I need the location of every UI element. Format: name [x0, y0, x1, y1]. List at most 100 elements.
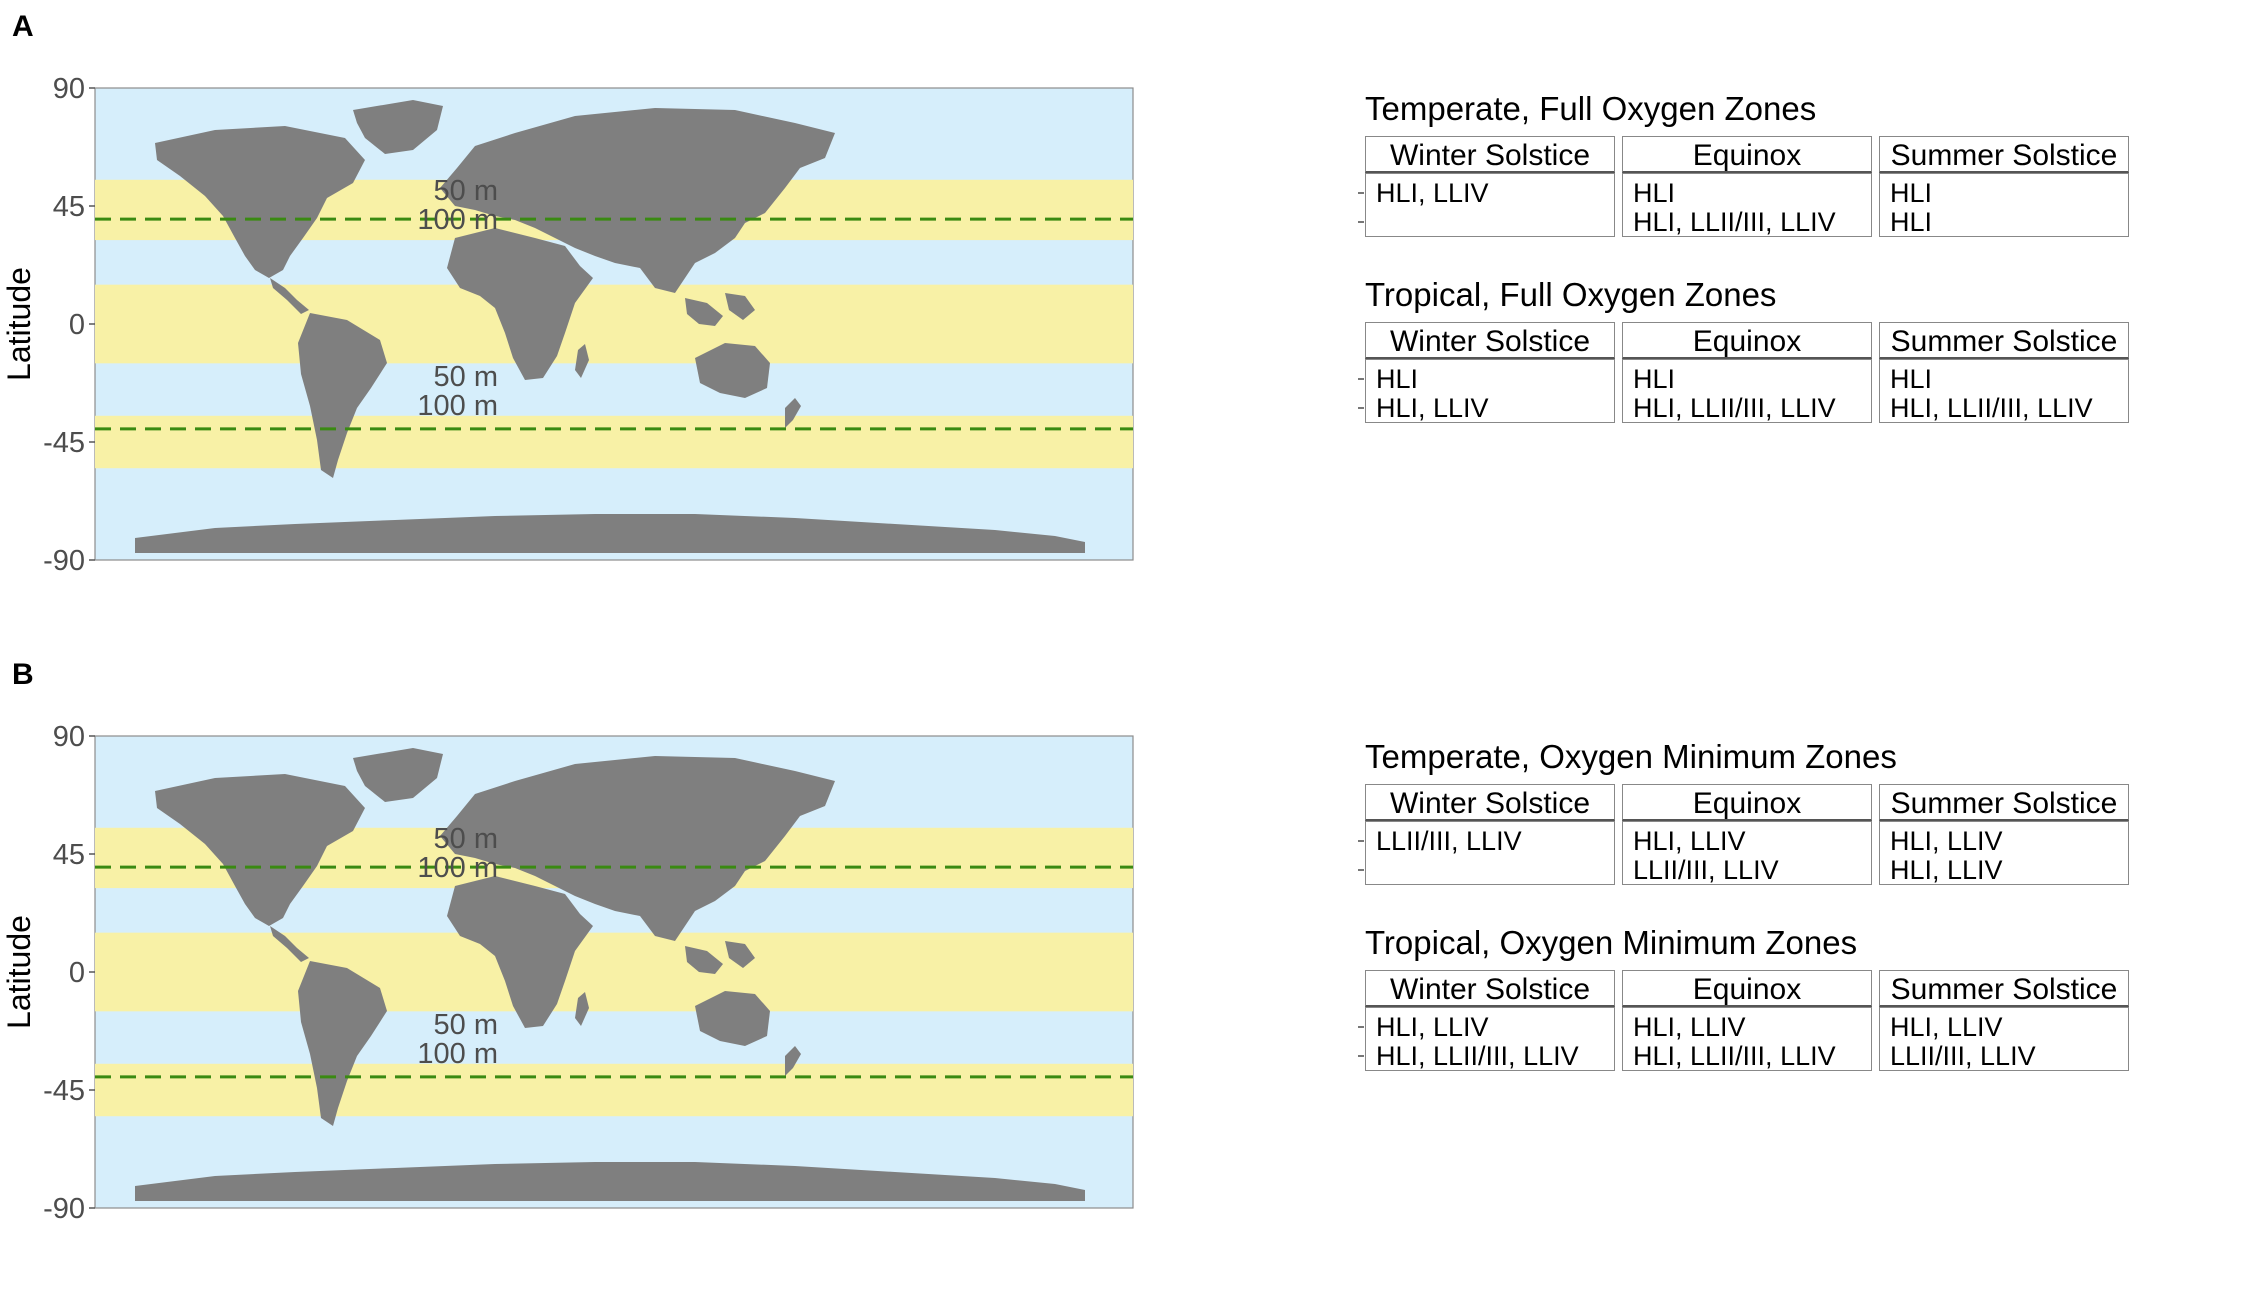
depth-label: 50 m	[433, 1009, 498, 1041]
column-header: Equinox	[1622, 322, 1872, 359]
antarctica-shape	[135, 1162, 1085, 1201]
greenland-shape	[353, 748, 443, 802]
europe-asia-shape	[440, 108, 835, 293]
table-cell: LLII/III, LLIV	[1376, 826, 1522, 856]
southeast-asia-islands-shape	[685, 941, 755, 974]
column-header: Winter Solstice	[1365, 970, 1615, 1007]
table-cell: HLI, LLIV	[1890, 826, 2003, 856]
australia-shape	[695, 991, 770, 1046]
madagascar-shape	[575, 992, 589, 1026]
europe-asia-shape	[440, 756, 835, 941]
column-header: Summer Solstice	[1879, 784, 2129, 821]
north-america-shape	[155, 774, 365, 926]
southeast-asia-islands-shape	[685, 293, 755, 326]
table-cell: HLI, LLII/III, LLIV	[1633, 207, 1836, 237]
latitude-band	[95, 415, 1133, 469]
column-body: HLI, LLIV LLII/III, LLIV	[1879, 1007, 2129, 1071]
australia-shape	[695, 343, 770, 398]
table-cell: HLI	[1890, 364, 1933, 394]
world-map: 90 45 0 -45 -90 Latitude	[1, 73, 1134, 577]
new-zealand-shape	[785, 1046, 801, 1076]
depth-label: 100 m	[417, 852, 498, 884]
depth-tick	[1358, 192, 1364, 194]
depth-tick	[1358, 221, 1364, 223]
table-title: Tropical, Oxygen Minimum Zones	[1365, 924, 1858, 961]
table-cell: HLI	[1376, 364, 1419, 394]
world-map: 90 45 0 -45 -90 Latitude	[1, 721, 1134, 1225]
landmasses	[135, 748, 1085, 1201]
column-header: Equinox	[1622, 970, 1872, 1007]
latitude-band	[95, 932, 1133, 1012]
column-body: HLI, LLIV HLI, LLII/III, LLIV	[1365, 1007, 1615, 1071]
column-body: HLI, LLIV HLI, LLIV	[1879, 821, 2129, 885]
antarctica-shape	[135, 514, 1085, 553]
landmasses	[135, 100, 1085, 553]
greenland-shape	[353, 100, 443, 154]
central-america-shape	[270, 278, 309, 314]
depth-tick	[1358, 378, 1364, 380]
column-header: Equinox	[1622, 136, 1872, 173]
table-cell: HLI, LLIV	[1376, 393, 1489, 423]
madagascar-shape	[575, 344, 589, 378]
y-tick-label: 90	[53, 73, 85, 105]
column-body: HLI HLI, LLII/III, LLIV	[1622, 359, 1872, 423]
table-cell: HLI, LLII/III, LLIV	[1890, 393, 2093, 423]
latitude-band	[95, 1063, 1133, 1117]
table-cell: HLI, LLIV	[1376, 178, 1489, 208]
central-america-shape	[270, 926, 309, 962]
column-body: HLI, LLIV	[1365, 173, 1615, 237]
panel-b: B 90 45 0 -45 -90 Latitude Temperate, Oxygen …	[0, 648, 2250, 1291]
column-header: Summer Solstice	[1879, 322, 2129, 359]
column-body: HLI HLI	[1879, 173, 2129, 237]
column-header: Winter Solstice	[1365, 322, 1615, 359]
table-cell: HLI, LLII/III, LLIV	[1633, 1041, 1836, 1071]
depth-tick	[1358, 1055, 1364, 1057]
column-body: HLI HLI, LLIV	[1365, 359, 1615, 423]
panel-label: B	[12, 658, 34, 691]
table-cell: HLI, LLIV	[1633, 1012, 1746, 1042]
africa-shape	[447, 876, 593, 1028]
new-zealand-shape	[785, 398, 801, 428]
depth-tick	[1358, 840, 1364, 842]
africa-shape	[447, 228, 593, 380]
table-title: Temperate, Full Oxygen Zones	[1365, 90, 1817, 127]
table-cell: HLI	[1890, 207, 1933, 237]
column-body: LLII/III, LLIV	[1365, 821, 1615, 885]
column-header: Winter Solstice	[1365, 784, 1615, 821]
depth-label: 100 m	[417, 390, 498, 422]
column-body: HLI, LLIV LLII/III, LLIV	[1622, 821, 1872, 885]
table-cell: LLII/III, LLIV	[1633, 855, 1779, 885]
depth-tick	[1358, 1026, 1364, 1028]
y-tick-label: 45	[53, 839, 85, 871]
column-body: HLI HLI, LLII/III, LLIV	[1622, 173, 1872, 237]
panel-label: A	[12, 10, 34, 43]
column-header: Equinox	[1622, 784, 1872, 821]
table-title: Tropical, Full Oxygen Zones	[1365, 276, 1777, 313]
table-cell: HLI	[1890, 178, 1933, 208]
y-tick-label: 90	[53, 721, 85, 753]
column-body: HLI HLI, LLII/III, LLIV	[1879, 359, 2129, 423]
table-title: Temperate, Oxygen Minimum Zones	[1365, 738, 1897, 775]
north-america-shape	[155, 126, 365, 278]
depth-tick	[1358, 869, 1364, 871]
table-cell: HLI, LLII/III, LLIV	[1376, 1041, 1579, 1071]
table-cell: HLI	[1633, 178, 1676, 208]
table-cell: HLI	[1633, 364, 1676, 394]
table-cell: HLI, LLIV	[1376, 1012, 1489, 1042]
column-header: Summer Solstice	[1879, 970, 2129, 1007]
latitude-band	[95, 284, 1133, 364]
depth-tick	[1358, 407, 1364, 409]
table-cell: HLI, LLII/III, LLIV	[1633, 393, 1836, 423]
y-tick-label: -90	[43, 545, 85, 577]
y-axis-title: Latitude	[1, 267, 37, 381]
depth-label: 100 m	[417, 1038, 498, 1070]
column-header: Summer Solstice	[1879, 136, 2129, 173]
depth-label: 50 m	[433, 175, 498, 207]
y-tick-label: 0	[69, 957, 85, 989]
column-header: Winter Solstice	[1365, 136, 1615, 173]
panel-a: A 90 45 0 -45 -90 Latitude Temperate, Full Ox…	[0, 0, 2250, 643]
y-axis-title: Latitude	[1, 915, 37, 1029]
y-tick-label: -45	[43, 1075, 85, 1107]
table-cell: HLI, LLIV	[1890, 855, 2003, 885]
y-tick-label: 0	[69, 309, 85, 341]
